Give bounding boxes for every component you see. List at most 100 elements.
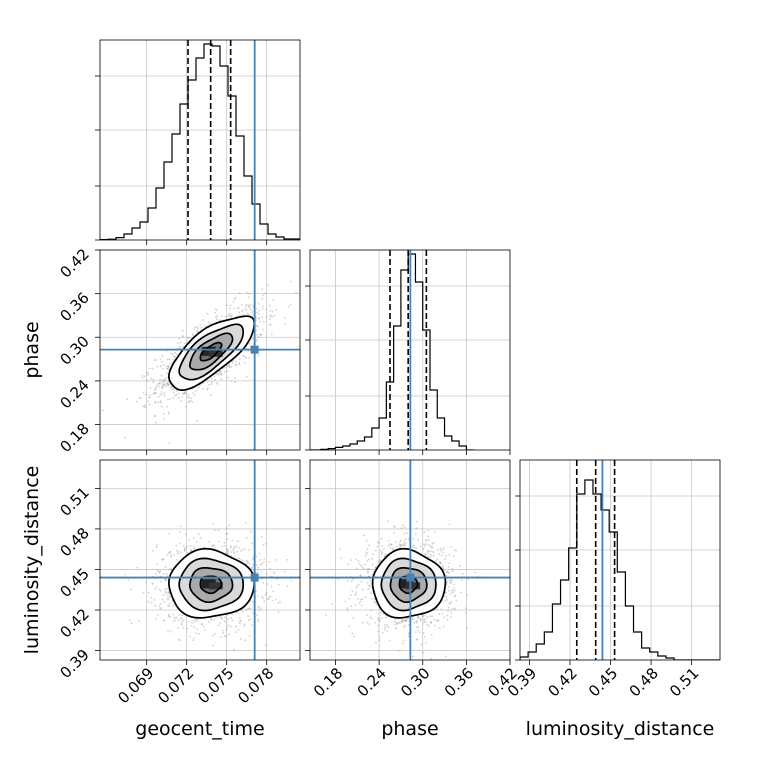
sample-point — [175, 394, 178, 396]
sample-point — [275, 598, 277, 601]
sample-point — [225, 527, 228, 530]
contour-line-3 — [168, 547, 256, 619]
panel-border — [99, 459, 301, 661]
sample-point — [263, 558, 265, 560]
sample-point — [221, 545, 224, 547]
sample-point — [388, 639, 391, 642]
sample-point — [384, 626, 386, 629]
sample-point — [167, 384, 170, 387]
sample-point — [224, 616, 227, 619]
sample-point — [225, 532, 228, 535]
sample-point — [265, 644, 267, 647]
sample-point — [179, 341, 182, 344]
sample-point — [374, 566, 377, 569]
sample-point — [269, 315, 271, 317]
sample-point — [193, 328, 196, 330]
sample-point — [403, 619, 406, 621]
sample-point — [233, 546, 236, 549]
sample-point — [436, 608, 438, 611]
sample-point — [181, 614, 184, 617]
sample-point — [378, 618, 380, 620]
sample-point — [163, 579, 166, 581]
sample-point — [225, 635, 228, 638]
contour-line-0 — [199, 341, 223, 362]
sample-point — [391, 548, 394, 550]
sample-point — [265, 308, 268, 311]
sample-point — [425, 552, 427, 555]
sample-point — [247, 296, 250, 299]
sample-point — [446, 570, 449, 573]
y-tick-label-1-2: 0.30 — [56, 332, 92, 368]
sample-point — [248, 607, 250, 610]
sample-point — [261, 578, 263, 581]
sample-point — [163, 384, 166, 386]
sample-point — [167, 597, 169, 600]
sample-point — [277, 602, 280, 604]
sample-point — [262, 582, 265, 584]
sample-point — [163, 418, 166, 420]
sample-point — [226, 627, 229, 629]
sample-point — [151, 367, 154, 370]
sample-point — [153, 391, 156, 394]
sample-point — [161, 381, 164, 383]
sample-point — [248, 292, 251, 295]
sample-point — [238, 311, 240, 314]
sample-point — [383, 555, 386, 558]
sample-point — [159, 607, 162, 610]
sample-point — [371, 563, 374, 566]
sample-point — [448, 553, 451, 556]
sample-point — [384, 616, 387, 619]
sample-point — [401, 524, 404, 527]
sample-point — [168, 383, 171, 386]
sample-point — [383, 548, 385, 550]
sample-point — [226, 552, 228, 555]
truth-marker — [250, 573, 259, 582]
sample-point — [424, 553, 427, 556]
sample-point — [234, 297, 237, 299]
sample-point — [168, 569, 171, 571]
sample-point — [192, 392, 195, 394]
sample-point — [214, 529, 217, 531]
sample-point — [430, 553, 433, 556]
sample-point — [178, 613, 181, 616]
sample-point — [198, 533, 200, 535]
sample-point — [240, 303, 243, 306]
sample-point — [444, 600, 447, 602]
sample-point — [289, 304, 292, 306]
x-tick-label-1-3: 0.36 — [441, 664, 477, 700]
sample-point — [168, 613, 170, 616]
sample-point — [387, 539, 390, 542]
sample-point — [176, 390, 179, 392]
sample-point — [239, 358, 241, 361]
sample-point — [188, 337, 190, 339]
sample-point — [163, 378, 165, 381]
sample-point — [142, 591, 145, 594]
sample-point — [260, 570, 263, 573]
sample-point — [354, 594, 357, 596]
sample-point — [367, 570, 369, 573]
sample-point — [221, 617, 224, 620]
sample-point — [440, 554, 443, 557]
sample-point — [363, 563, 366, 566]
sample-point — [222, 632, 224, 634]
sample-point — [167, 365, 169, 367]
sample-point — [269, 595, 272, 598]
sample-point — [245, 308, 247, 310]
sample-point — [161, 354, 164, 357]
sample-point — [235, 545, 238, 548]
sample-point — [178, 639, 181, 642]
sample-point — [210, 619, 213, 621]
sample-point — [400, 619, 403, 622]
sample-point — [233, 649, 235, 651]
sample-point — [258, 605, 260, 608]
sample-point — [229, 315, 232, 318]
sample-point — [417, 626, 420, 629]
sample-point — [238, 557, 240, 560]
sample-point — [350, 605, 353, 608]
sample-point — [450, 580, 453, 582]
sample-point — [287, 306, 290, 308]
sample-point — [183, 549, 186, 552]
sample-point — [266, 598, 269, 600]
sample-point — [437, 620, 440, 622]
